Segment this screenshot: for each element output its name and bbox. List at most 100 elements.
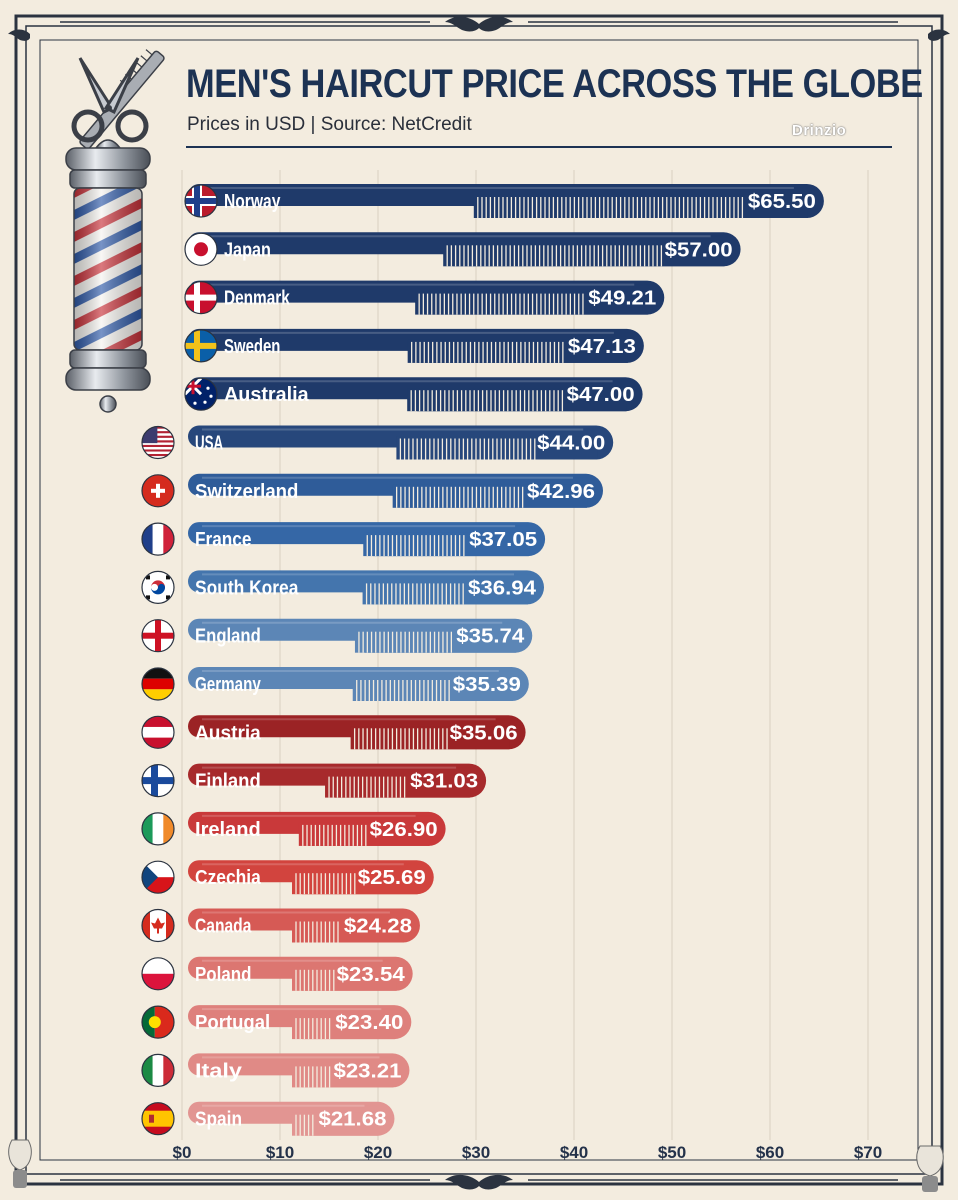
scissors-comb-icon (71, 49, 165, 150)
value-label: $35.74 (456, 626, 525, 648)
ireland-flag-icon (142, 812, 174, 845)
country-label: Japan (224, 239, 271, 261)
value-label: $21.68 (318, 1109, 386, 1131)
canada-flag-icon (142, 909, 174, 942)
value-label: $35.06 (450, 722, 518, 744)
poland-flag-icon (142, 957, 174, 990)
bar (188, 280, 665, 315)
x-tick-label: $30 (462, 1143, 490, 1162)
bar (188, 425, 614, 460)
country-label: Austria (195, 722, 262, 744)
bar (188, 908, 420, 943)
value-label: $47.13 (568, 336, 636, 358)
switzerland-flag-icon (142, 474, 174, 507)
bar-row: England $35.74 (141, 618, 533, 653)
country-label: Portugal (195, 1012, 270, 1034)
bar-row: Poland $23.54 (141, 956, 413, 991)
country-label: England (195, 626, 261, 648)
bar (188, 715, 526, 750)
czechia-flag-icon (142, 861, 174, 894)
country-label: USA (195, 433, 223, 455)
value-label: $24.28 (344, 916, 412, 938)
barber-pole-icon (65, 139, 151, 413)
grid-lines (181, 170, 869, 1140)
spain-flag-icon (142, 1102, 174, 1135)
country-label: Finland (195, 771, 261, 793)
title-divider (186, 146, 892, 148)
austria-flag-icon (142, 716, 174, 749)
value-label: $31.03 (410, 771, 478, 793)
country-label: Italy (195, 1060, 243, 1082)
value-label: $47.00 (567, 384, 635, 406)
bar-row: Sweden $47.13 (184, 328, 644, 363)
norway-flag-icon (185, 185, 217, 217)
sweden-flag-icon (185, 329, 217, 362)
finland-flag-icon (142, 764, 174, 797)
chart-subtitle: Prices in USD | Source: NetCredit (187, 114, 472, 135)
south-korea-flag-icon (142, 571, 174, 604)
bar-row: Denmark $49.21 (184, 280, 665, 315)
shaving-brush-icon (916, 1145, 944, 1192)
mustache-icon (8, 16, 950, 1190)
value-label: $65.50 (748, 191, 816, 213)
bar-row: France $37.05 (141, 522, 546, 557)
country-label: Norway (224, 191, 281, 213)
value-label: $25.69 (358, 867, 426, 889)
x-tick-label: $10 (266, 1143, 294, 1162)
germany-flag-icon (142, 668, 174, 700)
country-label: Spain (195, 1109, 242, 1131)
bar-row: Norway $65.50 (184, 184, 824, 218)
bars: Norway $65.50 Japan $57.00 Denmark $49.21 Swed… (141, 184, 824, 1136)
bar (188, 473, 604, 508)
value-label: $49.21 (588, 288, 656, 310)
value-label: $44.00 (537, 433, 605, 455)
bar-row: Portugal $23.40 (141, 1005, 412, 1040)
x-tick-label: $50 (658, 1143, 686, 1162)
value-label: $36.94 (468, 577, 537, 599)
bar (188, 570, 545, 605)
country-label: Denmark (224, 288, 290, 310)
bar (188, 522, 546, 557)
country-label: Germany (195, 674, 261, 696)
value-label: $57.00 (665, 239, 733, 261)
bar (188, 667, 529, 701)
bar-row: Spain $21.68 (141, 1101, 395, 1136)
portugal-flag-icon (142, 1006, 174, 1039)
bar (188, 1005, 412, 1040)
bar-row: Canada $24.28 (141, 908, 420, 943)
bar (188, 1053, 410, 1088)
bar-row: Germany $35.39 (141, 667, 529, 701)
bar (188, 860, 434, 895)
italy-flag-icon (142, 1054, 174, 1087)
country-label: France (195, 529, 251, 551)
shaving-brush-icon (8, 1139, 32, 1188)
bar (188, 811, 446, 846)
bar-row: Austria $35.06 (141, 715, 526, 750)
x-tick-label: $60 (756, 1143, 784, 1162)
value-label: $23.54 (337, 964, 406, 986)
country-label: Australia (224, 384, 309, 406)
value-label: $42.96 (527, 481, 595, 503)
x-tick-label: $0 (173, 1143, 192, 1162)
bar (188, 184, 824, 218)
chart-title: MEN'S HAIRCUT PRICE ACROSS THE GLOBE (186, 62, 923, 106)
bar (188, 1101, 395, 1136)
england-flag-icon (142, 619, 174, 652)
bar-row: South Korea $36.94 (141, 570, 545, 605)
country-label: Sweden (224, 336, 280, 358)
country-label: Switzerland (195, 481, 298, 503)
country-label: Czechia (195, 867, 262, 889)
bar-row: Italy $23.21 (141, 1053, 410, 1088)
bar-row: Japan $57.00 (184, 232, 741, 267)
bar (188, 618, 533, 653)
value-label: $23.21 (333, 1060, 401, 1082)
country-label: South Korea (195, 577, 299, 599)
value-label: $23.40 (335, 1012, 403, 1034)
denmark-flag-icon (185, 281, 217, 314)
bar-row: Switzerland $42.96 (141, 473, 604, 508)
bar-row: Ireland $26.90 (141, 811, 446, 846)
bar (188, 328, 644, 363)
